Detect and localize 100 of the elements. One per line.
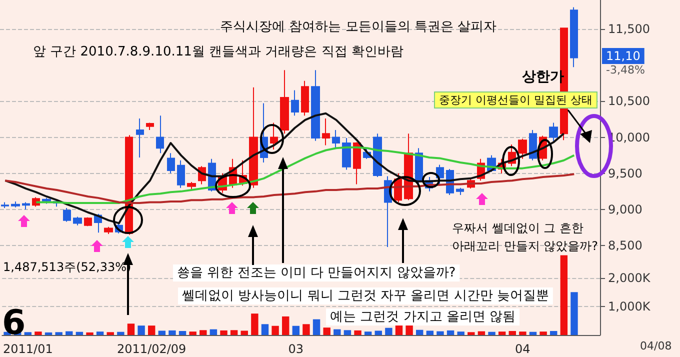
- x-tick-label: 2011/02/09: [117, 342, 186, 356]
- bar: [251, 314, 258, 335]
- bar: [385, 328, 392, 335]
- bar: [519, 332, 526, 335]
- bar: [148, 326, 156, 335]
- bar: [436, 331, 444, 335]
- bar: [220, 330, 228, 335]
- candlestick: [63, 208, 71, 222]
- bar: [302, 324, 310, 335]
- y-tick-label: 1,000K: [608, 299, 652, 314]
- annotation: 쑝을 위한 전조는 이미 다 만들어지지 않았을까?: [177, 266, 456, 280]
- candlestick: [22, 202, 30, 210]
- candlestick: [342, 137, 351, 170]
- y-tick-label: 9,500: [608, 166, 642, 180]
- candlestick: [570, 6, 578, 68]
- y-tick-label: 10,500: [608, 94, 650, 108]
- candlestick: [1, 202, 9, 209]
- annotation: 주식시장에 참여하는 모든이들의 특권은 살피자: [220, 20, 497, 34]
- bar: [96, 332, 104, 335]
- candlestick: [291, 90, 299, 116]
- annotation: 중장기 이평선들이 밀집된 상태: [439, 94, 592, 106]
- y-tick-label: 8,500: [608, 238, 642, 253]
- bar: [106, 332, 114, 335]
- candlestick: [529, 130, 537, 161]
- bar: [540, 332, 547, 335]
- bar: [374, 330, 382, 335]
- candlestick: [11, 201, 20, 208]
- candlestick: [415, 148, 423, 185]
- bar: [210, 329, 218, 335]
- candlestick: [187, 182, 196, 190]
- bar: [446, 330, 454, 335]
- bar: [24, 332, 32, 335]
- bar: [168, 330, 176, 335]
- x-tick-label: 03: [288, 342, 304, 356]
- bar: [261, 324, 269, 335]
- bar: [529, 332, 537, 335]
- candlestick: [456, 187, 464, 196]
- text: 11,10: [606, 49, 640, 63]
- bar: [117, 332, 124, 335]
- bar: [498, 332, 506, 335]
- candlestick: [549, 122, 558, 142]
- bar: [334, 329, 341, 335]
- bar: [178, 331, 186, 335]
- bar: [508, 331, 516, 335]
- candlestick: [104, 226, 113, 235]
- bar: [364, 332, 372, 335]
- bar: [158, 330, 166, 335]
- bar: [138, 326, 145, 335]
- bar: [127, 324, 135, 335]
- bar: [34, 332, 42, 335]
- bar: [426, 330, 434, 335]
- bar: [457, 332, 464, 335]
- y-tick-label: 11,500: [608, 22, 650, 36]
- bar: [406, 325, 413, 335]
- annotation: 우짜서 쎌데없이 그 흔한 아래꼬리 만들지 않았을까?: [452, 221, 598, 253]
- bar: [323, 328, 330, 335]
- bar: [395, 325, 403, 335]
- bar: [282, 316, 290, 335]
- bar: [416, 330, 424, 335]
- bar: [312, 319, 320, 335]
- candlestick: [177, 160, 185, 188]
- x-tick-label: 2011/01: [2, 342, 53, 356]
- bar: [240, 330, 248, 335]
- y-tick-label: 2,000K: [608, 270, 652, 285]
- bar: [560, 255, 568, 335]
- text: -3,48%: [606, 64, 645, 76]
- annotation: 앞 구간 2010.7.8.9.10.11월 캔들색과 거래량은 직접 확인바람: [33, 44, 404, 60]
- candlestick: [311, 70, 320, 142]
- candlestick: [322, 118, 330, 146]
- bar: [200, 330, 207, 335]
- candlestick: [518, 138, 527, 160]
- candlestick: [436, 164, 444, 185]
- bar: [292, 326, 300, 335]
- candlestick: [42, 197, 51, 204]
- candlestick: [332, 130, 340, 149]
- candlestick: [136, 118, 144, 158]
- line-series: [4, 173, 576, 204]
- candlestick: [280, 70, 289, 134]
- bar: [488, 332, 496, 335]
- text: 04/08: [640, 340, 672, 352]
- bar: [230, 330, 238, 335]
- candlestick: [73, 216, 82, 226]
- candlestick: [301, 80, 309, 116]
- bar: [344, 330, 352, 335]
- y-tick-label: 9,000: [608, 202, 642, 216]
- bar: [570, 292, 578, 335]
- candlestick: [84, 216, 92, 227]
- bar: [468, 332, 475, 335]
- annotation: 쎌데없이 방사능이니 뭐니 그런것 자꾸 올리면 시간만 늦어질뿐: [182, 288, 549, 304]
- bar: [354, 330, 362, 335]
- candlestick: [156, 115, 164, 154]
- annotation: 6: [2, 303, 26, 343]
- candlestick: [249, 86, 258, 188]
- bar: [86, 332, 94, 335]
- candlestick: [146, 122, 154, 131]
- bar: [189, 332, 196, 335]
- bar: [478, 331, 486, 335]
- bar: [272, 326, 279, 335]
- bar: [55, 332, 62, 335]
- bar: [76, 332, 84, 335]
